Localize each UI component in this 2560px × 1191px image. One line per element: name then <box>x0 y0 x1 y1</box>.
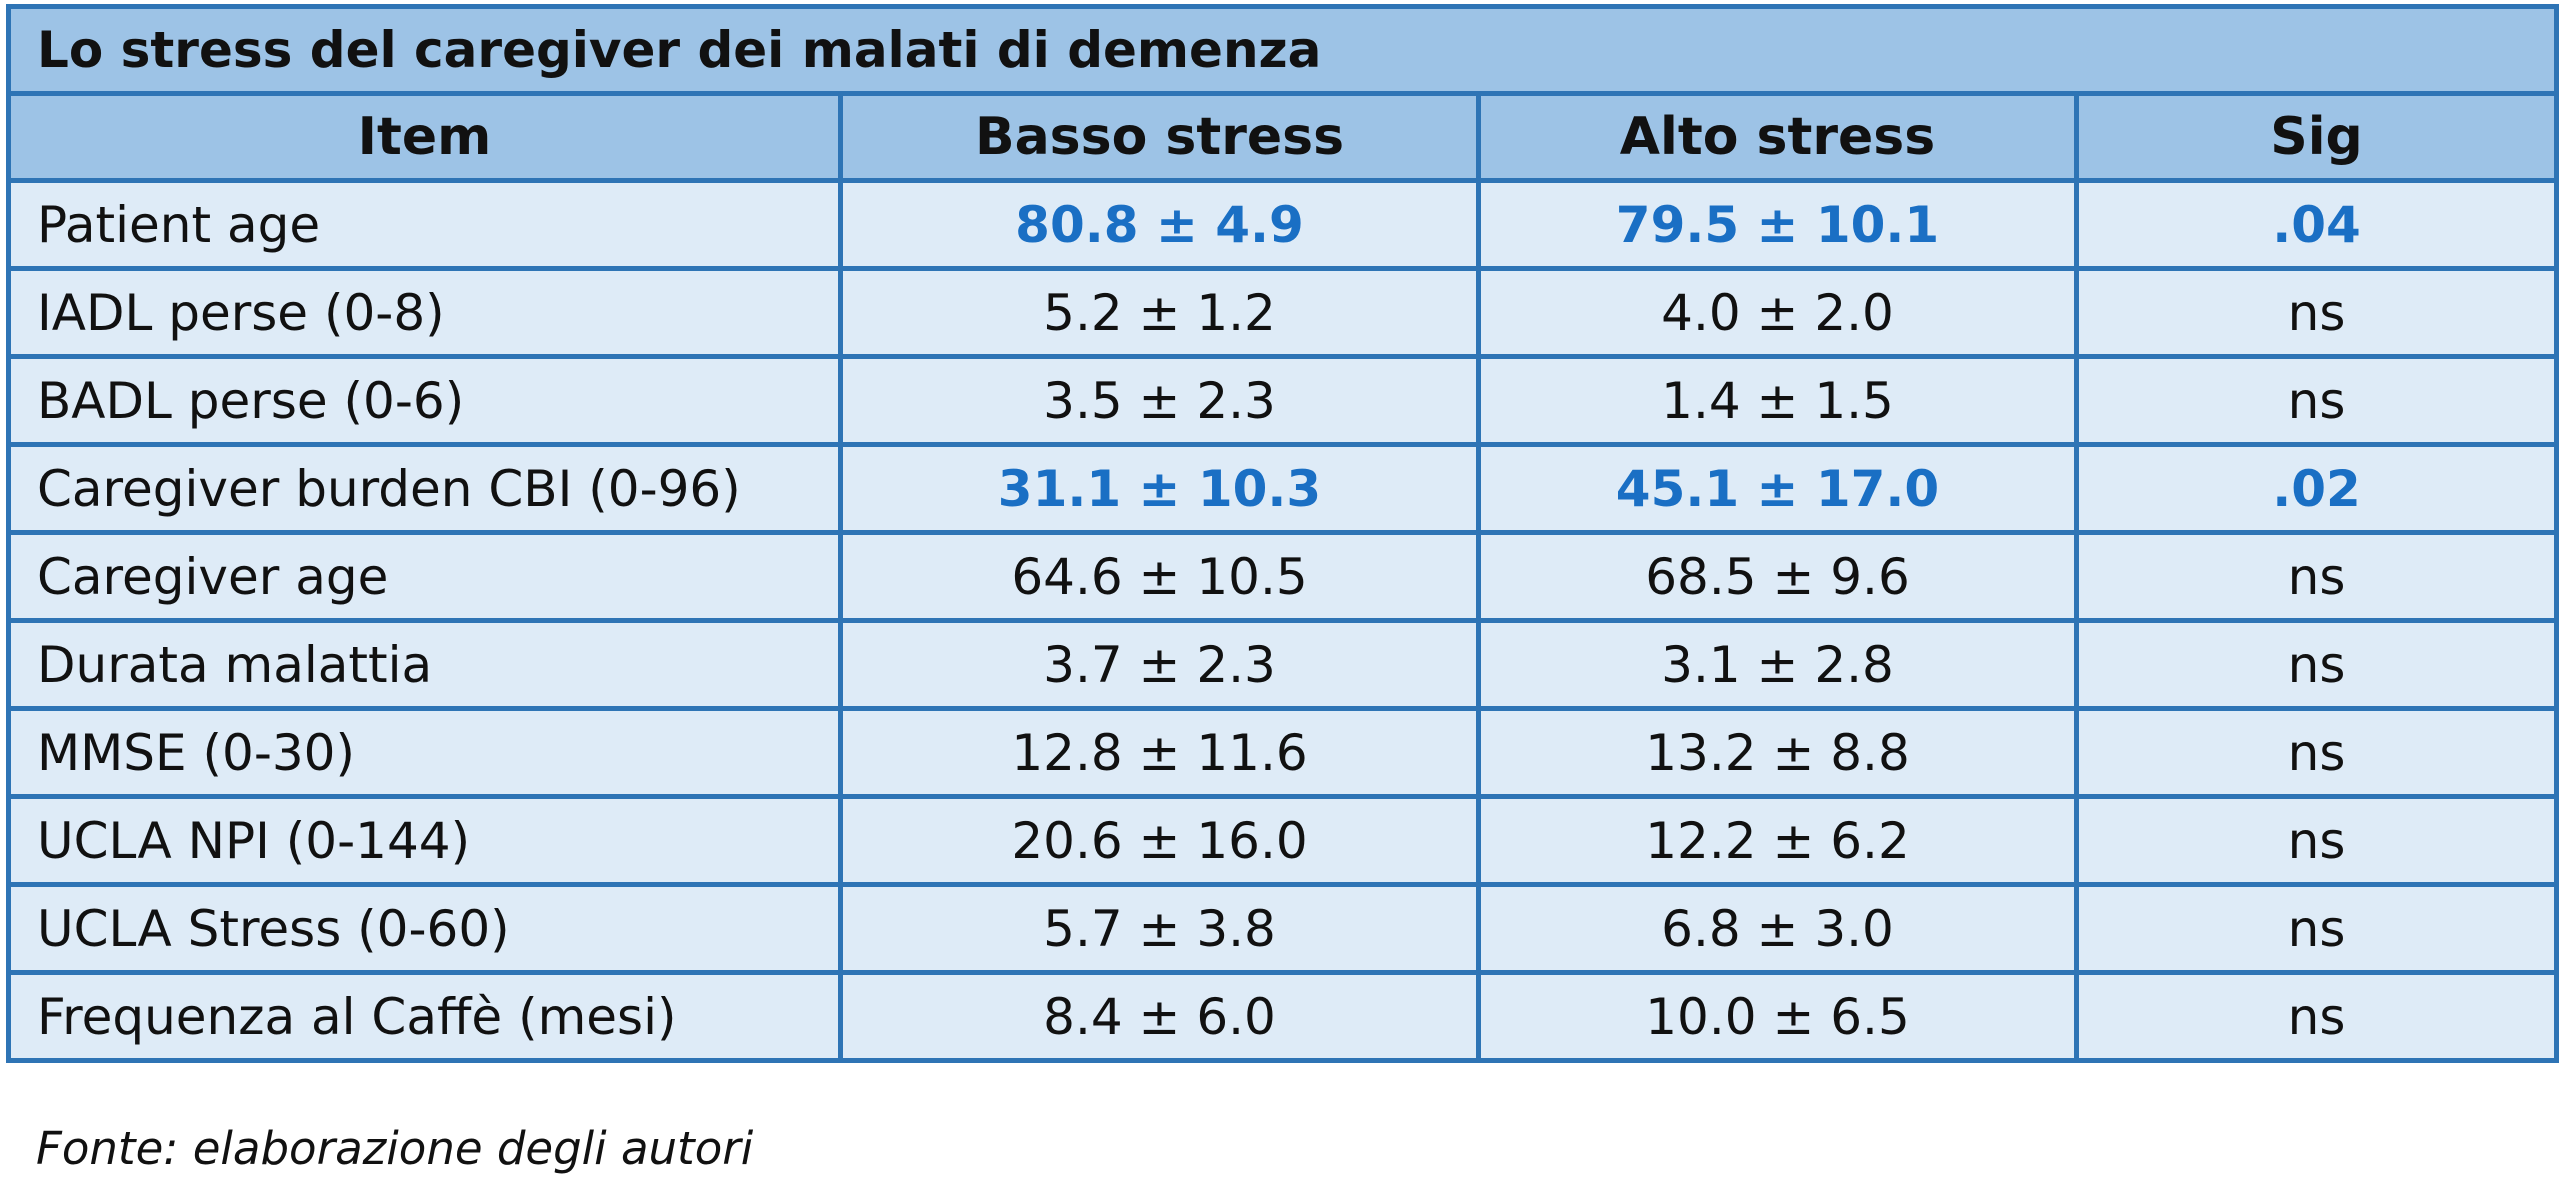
row-sig-value: ns <box>2074 530 2559 623</box>
row-item: UCLA Stress (0-60) <box>6 882 843 975</box>
row-item: UCLA NPI (0-144) <box>6 794 843 887</box>
row-sig-value: ns <box>2074 706 2559 799</box>
row-item: Caregiver age <box>6 530 843 623</box>
table-title: Lo stress del caregiver dei malati di de… <box>6 4 2559 96</box>
row-item: Durata malattia <box>6 618 843 711</box>
source-caption: Fonte: elaborazione degli autori <box>36 1122 754 1175</box>
row-basso-value: 5.2 ± 1.2 <box>838 266 1481 359</box>
table-row: Patient age 80.8 ± 4.9 79.5 ± 10.1 .04 <box>6 178 2559 271</box>
row-sig-value: ns <box>2074 354 2559 447</box>
row-basso-value: 3.7 ± 2.3 <box>838 618 1481 711</box>
row-alto-value: 6.8 ± 3.0 <box>1476 882 2079 975</box>
row-alto-value: 4.0 ± 2.0 <box>1476 266 2079 359</box>
row-basso-value: 64.6 ± 10.5 <box>838 530 1481 623</box>
row-alto-value: 79.5 ± 10.1 <box>1476 178 2079 271</box>
header-item: Item <box>6 91 843 183</box>
header-alto-stress: Alto stress <box>1476 91 2079 183</box>
header-sig: Sig <box>2074 91 2559 183</box>
table-row: Frequenza al Caffè (mesi) 8.4 ± 6.0 10.0… <box>6 970 2559 1063</box>
table-body: Patient age 80.8 ± 4.9 79.5 ± 10.1 .04 I… <box>6 178 2559 1063</box>
row-basso-value: 80.8 ± 4.9 <box>838 178 1481 271</box>
row-sig-value: .02 <box>2074 442 2559 535</box>
row-basso-value: 5.7 ± 3.8 <box>838 882 1481 975</box>
row-alto-value: 10.0 ± 6.5 <box>1476 970 2079 1063</box>
stress-table-container: Lo stress del caregiver dei malati di de… <box>6 4 2559 1063</box>
row-alto-value: 13.2 ± 8.8 <box>1476 706 2079 799</box>
row-basso-value: 8.4 ± 6.0 <box>838 970 1481 1063</box>
table-header-row: Item Basso stress Alto stress Sig <box>6 91 2559 183</box>
table-row: UCLA Stress (0-60) 5.7 ± 3.8 6.8 ± 3.0 n… <box>6 882 2559 975</box>
row-item: MMSE (0-30) <box>6 706 843 799</box>
row-basso-value: 3.5 ± 2.3 <box>838 354 1481 447</box>
row-basso-value: 20.6 ± 16.0 <box>838 794 1481 887</box>
row-basso-value: 31.1 ± 10.3 <box>838 442 1481 535</box>
table-row: UCLA NPI (0-144) 20.6 ± 16.0 12.2 ± 6.2 … <box>6 794 2559 887</box>
row-sig-value: ns <box>2074 882 2559 975</box>
table-row: Durata malattia 3.7 ± 2.3 3.1 ± 2.8 ns <box>6 618 2559 711</box>
row-sig-value: ns <box>2074 794 2559 887</box>
table-row: BADL perse (0-6) 3.5 ± 2.3 1.4 ± 1.5 ns <box>6 354 2559 447</box>
row-item: Patient age <box>6 178 843 271</box>
header-basso-stress: Basso stress <box>838 91 1481 183</box>
row-basso-value: 12.8 ± 11.6 <box>838 706 1481 799</box>
row-alto-value: 68.5 ± 9.6 <box>1476 530 2079 623</box>
stress-table: Lo stress del caregiver dei malati di de… <box>6 4 2559 1063</box>
table-title-row: Lo stress del caregiver dei malati di de… <box>6 4 2559 96</box>
row-sig-value: ns <box>2074 618 2559 711</box>
row-item: BADL perse (0-6) <box>6 354 843 447</box>
row-alto-value: 12.2 ± 6.2 <box>1476 794 2079 887</box>
row-alto-value: 3.1 ± 2.8 <box>1476 618 2079 711</box>
table-row: Caregiver age 64.6 ± 10.5 68.5 ± 9.6 ns <box>6 530 2559 623</box>
row-sig-value: ns <box>2074 266 2559 359</box>
table-row: Caregiver burden CBI (0-96) 31.1 ± 10.3 … <box>6 442 2559 535</box>
table-row: IADL perse (0-8) 5.2 ± 1.2 4.0 ± 2.0 ns <box>6 266 2559 359</box>
table-row: MMSE (0-30) 12.8 ± 11.6 13.2 ± 8.8 ns <box>6 706 2559 799</box>
row-sig-value: ns <box>2074 970 2559 1063</box>
row-item: Frequenza al Caffè (mesi) <box>6 970 843 1063</box>
row-item: IADL perse (0-8) <box>6 266 843 359</box>
row-alto-value: 45.1 ± 17.0 <box>1476 442 2079 535</box>
row-alto-value: 1.4 ± 1.5 <box>1476 354 2079 447</box>
row-sig-value: .04 <box>2074 178 2559 271</box>
row-item: Caregiver burden CBI (0-96) <box>6 442 843 535</box>
